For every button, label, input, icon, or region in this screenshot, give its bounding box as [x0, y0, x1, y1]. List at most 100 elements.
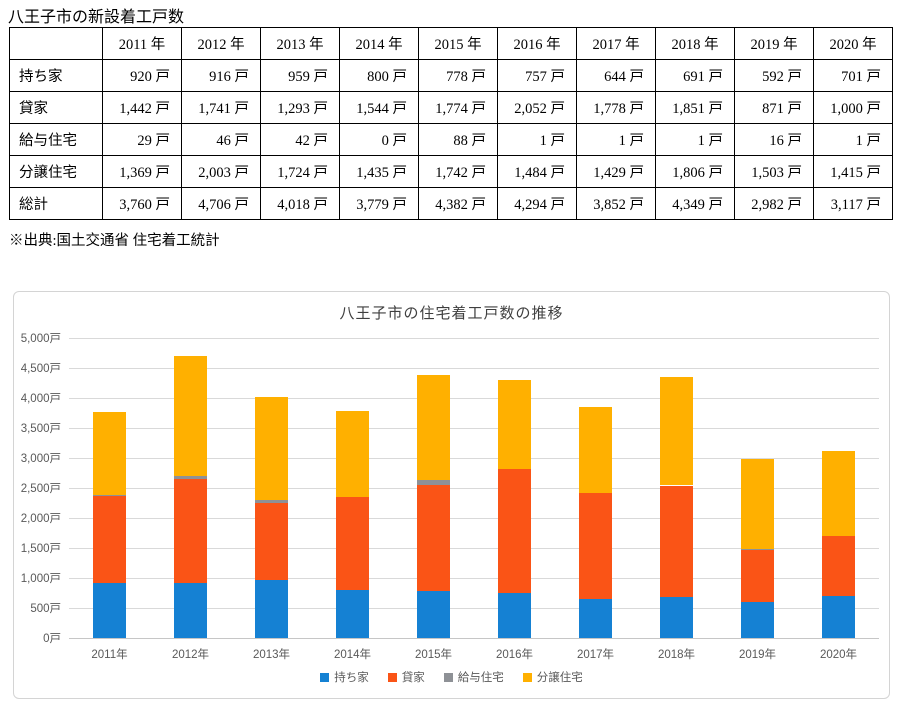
bar-segment — [255, 502, 288, 581]
value-cell: 871 戸 — [734, 91, 814, 124]
value-cell: 3,760 戸 — [102, 187, 182, 220]
chart-title: 八王子市の住宅着工戸数の推移 — [339, 305, 564, 322]
value-cell: 1,000 戸 — [813, 91, 893, 124]
row-label-cell: 貸家 — [9, 91, 103, 124]
bar — [579, 338, 612, 638]
value-cell: 959 戸 — [260, 59, 340, 92]
value-cell: 757 戸 — [497, 59, 577, 92]
y-tick-label: 5,000戸 — [20, 333, 61, 345]
y-tick-label: 1,000戸 — [20, 573, 61, 585]
bar-segment — [579, 492, 612, 600]
legend-item: 分譲住宅 — [522, 669, 583, 685]
gridline — [69, 638, 879, 639]
bar — [255, 338, 288, 638]
value-cell: 1,774 戸 — [418, 91, 498, 124]
value-cell: 3,117 戸 — [813, 187, 893, 220]
table-row: 貸家 1,442 戸 1,741 戸 1,293 戸 1,544 戸 1,774 戸 2,0… — [9, 91, 893, 124]
bar-segment — [660, 596, 693, 638]
value-cell: 1,484 戸 — [497, 155, 577, 188]
year-header-cell: 2020 年 — [813, 27, 893, 60]
value-cell: 701 戸 — [813, 59, 893, 92]
value-cell: 1 戸 — [813, 123, 893, 156]
value-cell: 1,293 戸 — [260, 91, 340, 124]
legend-item: 給与住宅 — [443, 669, 504, 685]
gridline — [69, 398, 879, 399]
bar — [174, 338, 207, 638]
x-tick-label: 2017年 — [576, 649, 615, 661]
value-cell: 1,369 戸 — [102, 155, 182, 188]
legend-item: 持ち家 — [320, 669, 369, 685]
bar-segment — [417, 479, 450, 485]
chart-container: 八王子市の住宅着工戸数の推移 0戸 500戸 1,000戸 1,500戸 2,000戸 2… — [13, 291, 890, 699]
value-cell: 920 戸 — [102, 59, 182, 92]
bar-segment — [579, 599, 612, 638]
y-tick-label: 2,500戸 — [20, 483, 61, 495]
table-header-row: 2011 年 2012 年 2013 年 2014 年 2015 年 2016 年 2017… — [9, 27, 893, 60]
plot-area: 2011年 2012年 2013年 2014年 2015年 2016年 2017年 2018年… — [69, 338, 879, 661]
bar-segment — [93, 494, 126, 497]
value-cell: 1,806 戸 — [655, 155, 735, 188]
bar-segment — [822, 451, 855, 536]
gridline — [69, 428, 879, 429]
y-tick-label: 4,000戸 — [20, 393, 61, 405]
legend-label: 給与住宅 — [457, 672, 504, 684]
legend-label: 持ち家 — [334, 672, 369, 684]
bar-segment — [741, 549, 774, 551]
value-cell: 1 戸 — [497, 123, 577, 156]
value-cell: 2,982 戸 — [734, 187, 814, 220]
bar — [498, 338, 531, 638]
year-header-cell: 2017 年 — [576, 27, 656, 60]
bar-segment — [822, 595, 855, 638]
bar-segment — [336, 497, 369, 590]
bar-segment — [822, 535, 855, 596]
value-cell: 1,503 戸 — [734, 155, 814, 188]
bar-segment — [660, 485, 693, 597]
y-tick-label: 2,000戸 — [20, 513, 61, 525]
legend-swatch — [387, 672, 397, 682]
bar-segment — [255, 396, 288, 501]
bar — [822, 338, 855, 638]
bar-segment — [255, 580, 288, 638]
chart-legend: 持ち家 貸家 給与住宅 分譲住宅 — [14, 669, 889, 685]
x-tick-label: 2012年 — [171, 649, 210, 661]
gridline — [69, 518, 879, 519]
legend-item: 貸家 — [387, 669, 425, 685]
y-tick-label: 4,500戸 — [20, 363, 61, 375]
value-cell: 778 戸 — [418, 59, 498, 92]
bar-segment — [174, 475, 207, 479]
row-label-cell: 給与住宅 — [9, 123, 103, 156]
gridline — [69, 548, 879, 549]
year-header-cell: 2019 年 — [734, 27, 814, 60]
value-cell: 1,778 戸 — [576, 91, 656, 124]
value-cell: 1,435 戸 — [339, 155, 419, 188]
value-cell: 1,741 戸 — [181, 91, 261, 124]
value-cell: 42 戸 — [260, 123, 340, 156]
table-corner-cell — [9, 27, 103, 60]
bar-segment — [498, 592, 531, 638]
bar-segment — [174, 355, 207, 476]
bar-segment — [417, 375, 450, 480]
bar-segment — [579, 406, 612, 493]
document-title: 八王子市の新設着工戸数 — [8, 9, 185, 26]
year-header-cell: 2012 年 — [181, 27, 261, 60]
bar-segment — [93, 496, 126, 583]
gridline — [69, 488, 879, 489]
value-cell: 2,003 戸 — [181, 155, 261, 188]
legend-label: 貸家 — [401, 672, 425, 684]
value-cell: 3,852 戸 — [576, 187, 656, 220]
bar-segment — [255, 500, 288, 503]
value-cell: 4,018 戸 — [260, 187, 340, 220]
value-cell: 1 戸 — [655, 123, 735, 156]
bar — [741, 338, 774, 638]
x-tick-label: 2018年 — [657, 649, 696, 661]
bar-segment — [174, 583, 207, 638]
gridline — [69, 458, 879, 459]
value-cell: 800 戸 — [339, 59, 419, 92]
x-tick-label: 2013年 — [252, 649, 291, 661]
housing-table: 2011 年 2012 年 2013 年 2014 年 2015 年 2016 年 2017… — [9, 27, 893, 220]
value-cell: 2,052 戸 — [497, 91, 577, 124]
bar-segment — [417, 484, 450, 592]
legend-swatch — [443, 672, 453, 682]
value-cell: 1,544 戸 — [339, 91, 419, 124]
